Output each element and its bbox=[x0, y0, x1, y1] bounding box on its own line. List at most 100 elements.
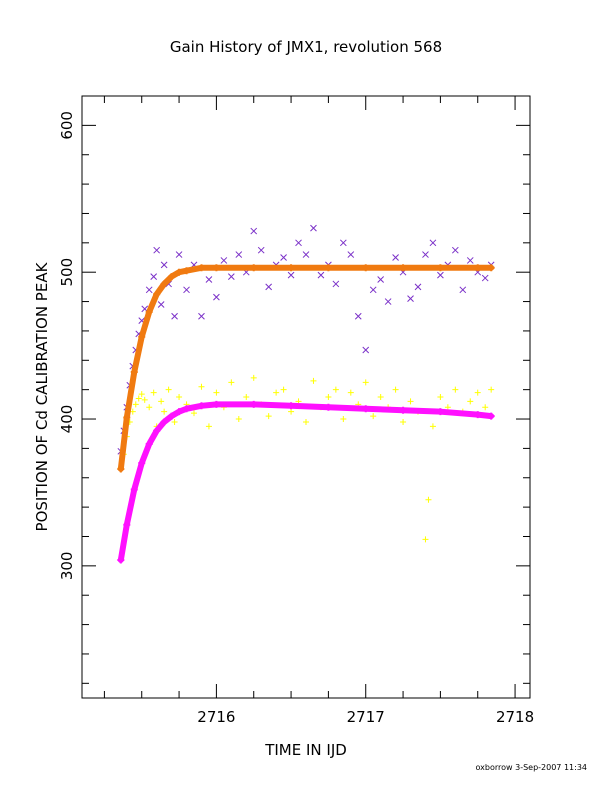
data-point bbox=[437, 394, 444, 400]
data-point bbox=[467, 398, 474, 405]
data-point bbox=[235, 251, 243, 258]
data-point bbox=[213, 293, 220, 301]
x-tick-label: 2718 bbox=[496, 708, 534, 726]
data-point bbox=[175, 251, 183, 258]
data-point bbox=[165, 386, 172, 393]
data-point bbox=[205, 276, 213, 283]
data-point bbox=[287, 271, 295, 279]
fit-curve bbox=[117, 264, 495, 472]
data-point bbox=[220, 257, 228, 264]
data-point bbox=[145, 286, 153, 294]
data-point bbox=[310, 377, 317, 384]
data-point bbox=[257, 246, 265, 254]
data-point bbox=[407, 295, 414, 302]
data-point bbox=[437, 271, 444, 279]
data-point bbox=[235, 416, 242, 423]
data-point bbox=[150, 389, 157, 396]
data-point bbox=[273, 389, 280, 396]
fit-curve bbox=[117, 401, 495, 563]
data-point bbox=[377, 276, 385, 283]
data-point bbox=[295, 239, 302, 247]
footer-stamp: oxborrow 3-Sep-2007 11:34 bbox=[476, 763, 588, 772]
data-point bbox=[150, 273, 158, 280]
plot-frame bbox=[81, 95, 531, 699]
data-point bbox=[280, 386, 287, 393]
data-point bbox=[347, 389, 354, 396]
chart-title: Gain History of JMX1, revolution 568 bbox=[170, 38, 442, 56]
y-tick-label: 300 bbox=[58, 552, 76, 581]
data-point bbox=[451, 246, 459, 254]
x-tick-label: 2716 bbox=[197, 708, 235, 726]
data-point bbox=[325, 394, 332, 400]
y-axis-label: POSITION OF Cd CALIBRATION PEAK bbox=[33, 261, 51, 531]
y-tick-label: 400 bbox=[58, 405, 76, 434]
data-point bbox=[132, 401, 139, 408]
series-3 bbox=[117, 400, 495, 564]
data-point bbox=[317, 271, 325, 279]
data-point bbox=[135, 395, 142, 402]
data-point bbox=[429, 239, 437, 247]
data-point bbox=[153, 246, 161, 254]
data-point bbox=[482, 404, 489, 411]
data-point bbox=[339, 239, 347, 247]
data-point bbox=[452, 386, 459, 393]
axis-ticks bbox=[82, 95, 530, 698]
data-point bbox=[407, 398, 414, 405]
data-point bbox=[138, 391, 145, 398]
data-point bbox=[265, 413, 272, 420]
data-point bbox=[171, 312, 178, 320]
x-tick-label: 2717 bbox=[347, 708, 385, 726]
data-point bbox=[425, 496, 432, 503]
data-point bbox=[157, 301, 165, 308]
data-point bbox=[354, 312, 362, 320]
data-point bbox=[347, 251, 355, 258]
data-point bbox=[370, 413, 377, 420]
data-point bbox=[369, 286, 377, 294]
data-point bbox=[362, 379, 369, 386]
data-point bbox=[302, 251, 310, 258]
data-point bbox=[384, 298, 392, 305]
data-point bbox=[198, 383, 205, 390]
data-point bbox=[228, 379, 235, 386]
data-point bbox=[303, 418, 309, 425]
data-point bbox=[213, 389, 220, 396]
data-point bbox=[160, 261, 168, 269]
data-point bbox=[400, 418, 407, 425]
series-1 bbox=[117, 374, 495, 543]
data-point bbox=[191, 410, 197, 417]
data-point bbox=[459, 286, 467, 294]
data-point bbox=[227, 273, 235, 280]
series-0 bbox=[117, 224, 495, 455]
data-point bbox=[161, 408, 168, 415]
y-tick-label: 500 bbox=[58, 258, 76, 287]
data-point bbox=[250, 227, 258, 235]
data-point bbox=[280, 254, 287, 261]
data-points bbox=[117, 224, 495, 564]
data-point bbox=[422, 251, 429, 258]
data-point bbox=[288, 408, 295, 415]
data-point bbox=[429, 423, 436, 430]
data-point bbox=[243, 394, 250, 400]
data-point bbox=[466, 257, 474, 264]
data-point bbox=[377, 394, 384, 400]
data-point bbox=[414, 283, 422, 291]
data-point bbox=[332, 280, 340, 288]
data-point bbox=[340, 416, 347, 423]
data-point bbox=[488, 386, 495, 393]
data-point bbox=[310, 224, 317, 232]
data-point bbox=[250, 374, 257, 381]
data-point bbox=[198, 312, 205, 320]
data-point bbox=[332, 386, 339, 393]
data-point bbox=[176, 394, 183, 400]
x-axis-label: TIME IN IJD bbox=[264, 741, 347, 759]
data-point bbox=[362, 346, 370, 354]
data-point bbox=[392, 386, 399, 393]
y-tick-label: 600 bbox=[58, 111, 76, 140]
series-2 bbox=[117, 264, 495, 473]
data-point bbox=[158, 398, 165, 405]
data-point bbox=[205, 423, 212, 430]
data-point bbox=[474, 389, 481, 396]
data-point bbox=[392, 254, 399, 261]
data-point bbox=[171, 418, 178, 425]
